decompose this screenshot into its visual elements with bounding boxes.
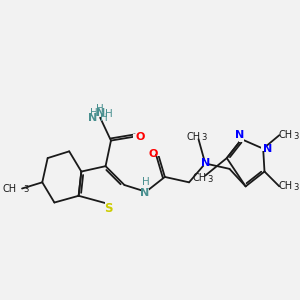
FancyBboxPatch shape (133, 134, 138, 139)
Text: H: H (100, 113, 108, 123)
Text: O: O (135, 131, 145, 142)
Text: S: S (105, 202, 113, 215)
FancyBboxPatch shape (105, 202, 111, 208)
FancyBboxPatch shape (203, 161, 208, 166)
Text: N: N (201, 158, 210, 169)
Text: O: O (148, 149, 158, 159)
Text: 3: 3 (207, 175, 213, 184)
Text: 3: 3 (23, 185, 29, 194)
Text: H: H (90, 108, 97, 118)
Text: N: N (263, 144, 273, 154)
FancyBboxPatch shape (156, 152, 161, 157)
Text: 3: 3 (293, 183, 299, 192)
Text: H: H (105, 110, 113, 119)
Text: 3: 3 (293, 132, 299, 141)
FancyBboxPatch shape (143, 189, 149, 195)
Text: N: N (235, 130, 244, 140)
Text: CH: CH (192, 173, 206, 183)
Text: CH: CH (278, 182, 292, 191)
Text: CH: CH (187, 131, 201, 142)
Text: CH: CH (278, 130, 292, 140)
Text: N: N (140, 188, 149, 198)
FancyBboxPatch shape (261, 146, 266, 151)
Text: 3: 3 (202, 133, 207, 142)
Text: N: N (88, 113, 97, 123)
Text: N: N (96, 108, 105, 118)
Text: H: H (96, 104, 104, 114)
FancyBboxPatch shape (239, 137, 244, 142)
Text: H: H (142, 177, 150, 187)
Text: CH: CH (2, 184, 16, 194)
